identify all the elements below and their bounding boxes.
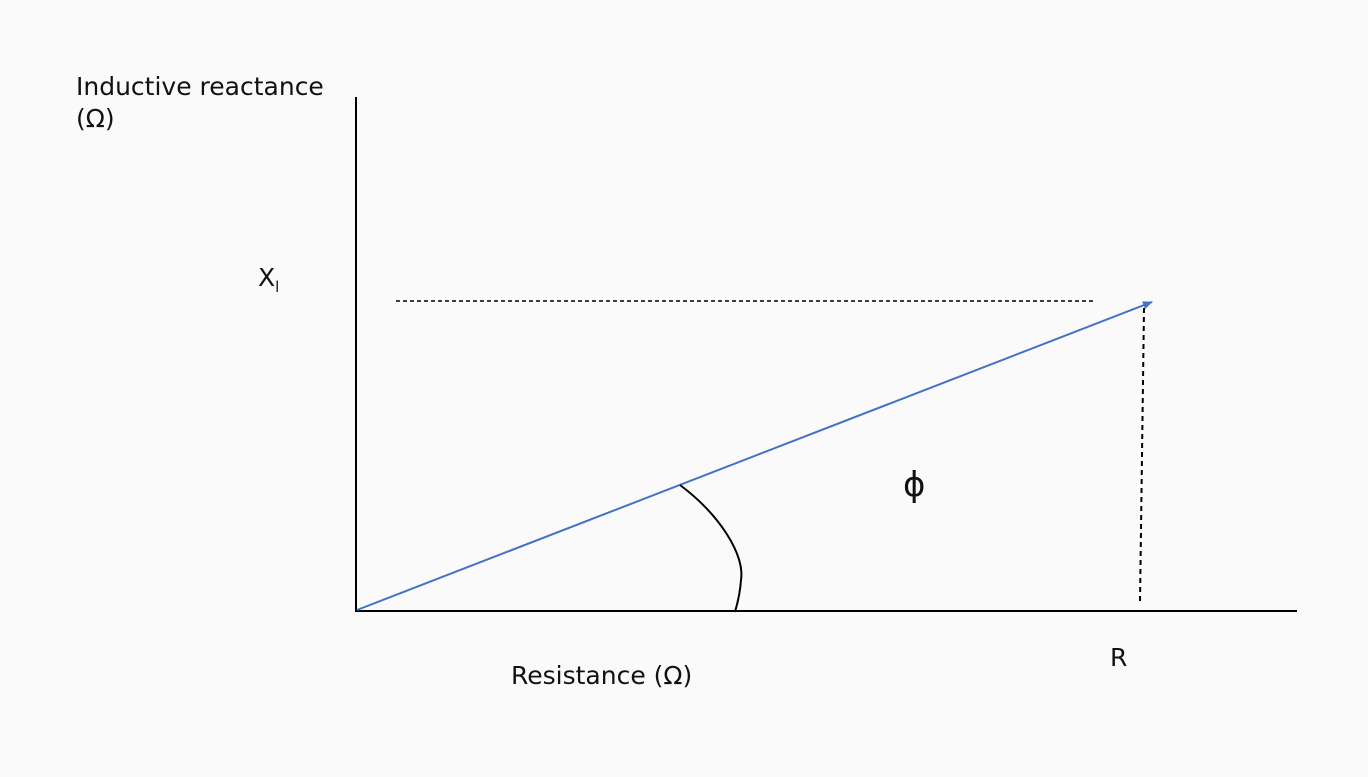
y-axis-label: Inductive reactance (Ω) [76, 71, 324, 135]
xl-label-main: X [258, 263, 276, 292]
angle-arc [679, 484, 743, 613]
r-label: R [1110, 643, 1128, 672]
xl-label-subscript: l [275, 278, 280, 296]
impedance-vector [356, 301, 1153, 611]
y-axis-label-line2: (Ω) [76, 104, 115, 133]
r-projection-dashed-line [1139, 307, 1145, 604]
xl-label: Xl [258, 262, 279, 303]
x-axis-label: Resistance (Ω) [511, 661, 693, 690]
y-axis-label-line1: Inductive reactance [76, 72, 324, 101]
angle-label: ϕ [903, 465, 926, 505]
